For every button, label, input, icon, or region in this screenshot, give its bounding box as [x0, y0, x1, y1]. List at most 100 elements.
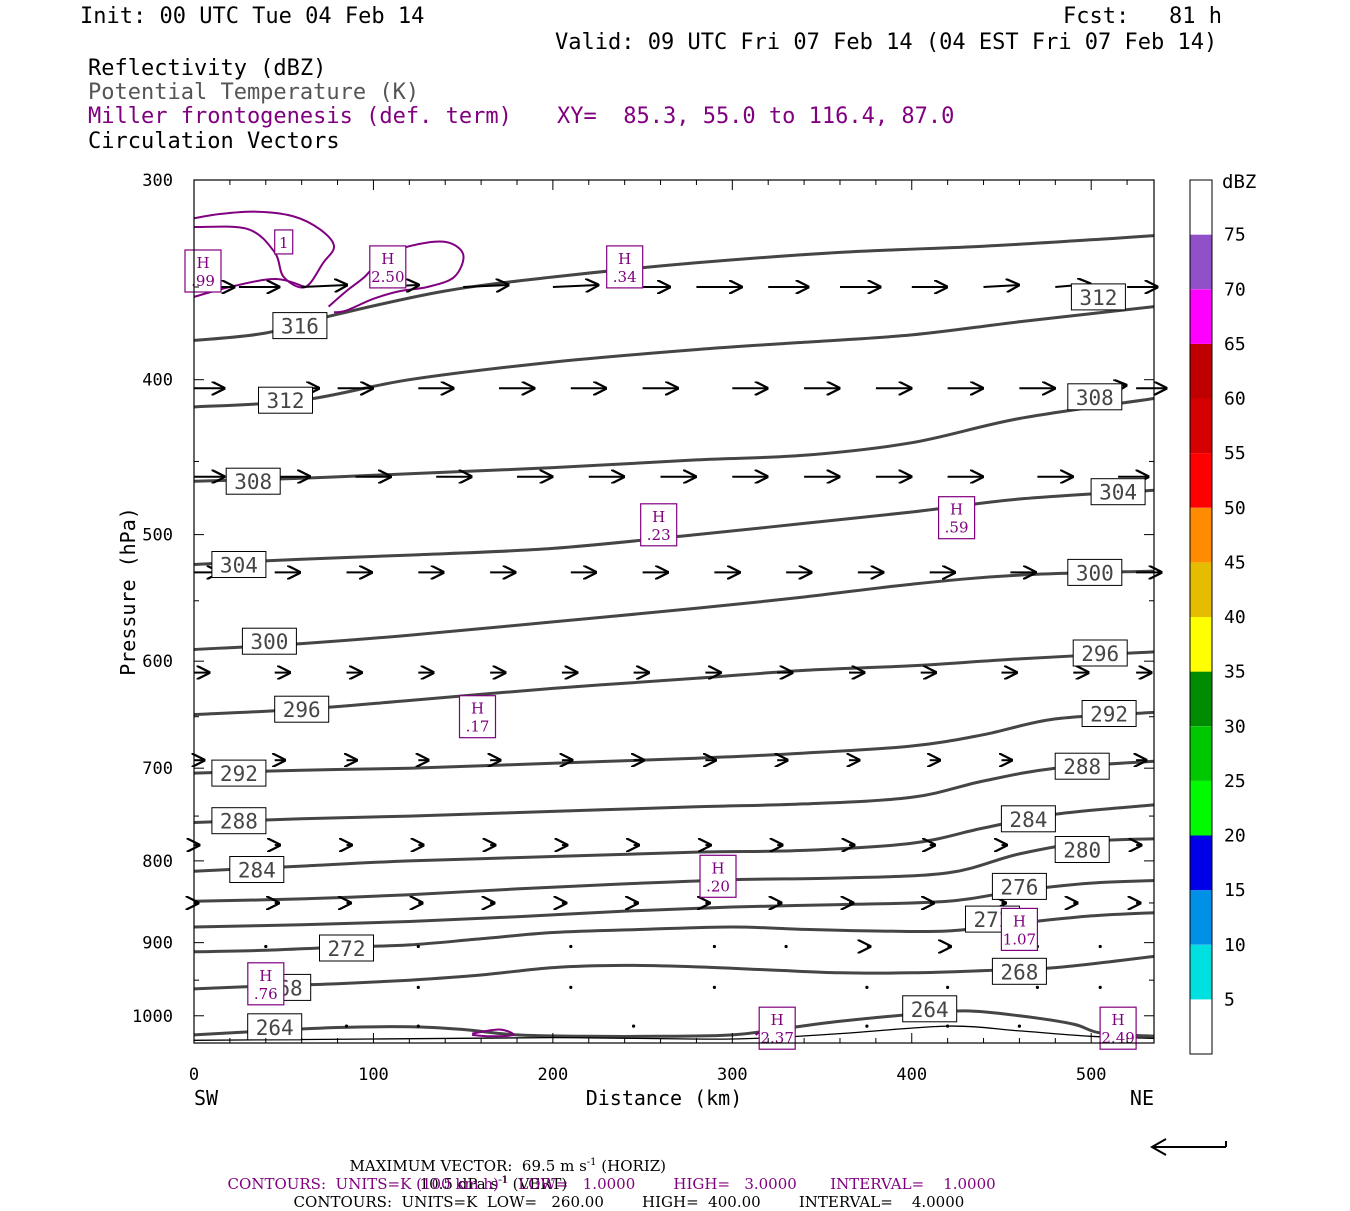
vector-dot — [264, 944, 268, 949]
colorbar-label: 40 — [1224, 607, 1246, 628]
colorbar-label: 65 — [1224, 334, 1246, 355]
theta-label-280: 280 — [1054, 836, 1110, 863]
theta-label-264: 264 — [902, 995, 958, 1023]
svg-text:304: 304 — [220, 554, 258, 578]
theta-label-284: 284 — [229, 856, 285, 883]
svg-text:.20: .20 — [706, 877, 730, 895]
y-tick-label: 1000 — [132, 1007, 173, 1027]
svg-text:292: 292 — [1090, 703, 1128, 727]
theta-label-296: 296 — [274, 695, 330, 723]
theta-label-268: 268 — [991, 957, 1047, 985]
y-tick-label: 900 — [142, 934, 173, 954]
sw-label: SW — [194, 1086, 219, 1110]
frontogenesis-contour-0 — [193, 210, 336, 289]
svg-text:284: 284 — [1009, 808, 1047, 832]
y-tick-label: 300 — [142, 171, 173, 191]
x-tick-label: 400 — [896, 1065, 927, 1085]
frontogenesis-max-7: H1.07 — [1000, 907, 1039, 952]
theta-contour-288 — [193, 759, 1155, 824]
svg-text:296: 296 — [283, 698, 321, 722]
x-tick-label: 300 — [717, 1065, 748, 1085]
y-axis-title: Pressure (hPa) — [116, 507, 140, 676]
svg-text:288: 288 — [220, 810, 258, 834]
frontogenesis-max-6: H.20 — [699, 854, 737, 898]
vector-dot — [569, 985, 573, 990]
vector-dot — [632, 1024, 636, 1028]
x-tick-label: 100 — [358, 1065, 389, 1085]
field-potential-temperature: Potential Temperature (K) — [88, 80, 420, 105]
svg-text:H: H — [1112, 1011, 1125, 1029]
svg-text:.17: .17 — [466, 718, 490, 736]
svg-text:.76: .76 — [254, 985, 278, 1003]
footer-frontogenesis-contours: CONTOURS: UNITS=K (100 km h)-1 LOW= 1.00… — [227, 1175, 996, 1193]
frontogenesis-max-0: H.99 — [184, 249, 222, 293]
svg-text:.34: .34 — [613, 268, 637, 286]
svg-text:H: H — [711, 859, 724, 877]
colorbar-label: 50 — [1224, 498, 1246, 519]
svg-text:284: 284 — [238, 859, 276, 883]
theta-contour-264 — [193, 1009, 1155, 1038]
field-frontogenesis: Miller frontogenesis (def. term) — [88, 104, 512, 129]
colorbar-swatch — [1190, 398, 1212, 454]
svg-text:312: 312 — [1079, 286, 1117, 310]
frontogenesis-max-5: H.17 — [458, 695, 497, 739]
svg-text:296: 296 — [1081, 642, 1119, 666]
vector-dot — [865, 985, 869, 990]
x-tick-label: 500 — [1076, 1065, 1107, 1085]
svg-text:308: 308 — [1076, 386, 1114, 410]
vector-dot — [416, 1024, 420, 1028]
theta-label-304: 304 — [211, 551, 267, 578]
circulation-vector — [552, 285, 598, 287]
svg-text:1: 1 — [279, 234, 289, 252]
ne-label: NE — [1130, 1086, 1154, 1110]
circulation-vector — [463, 285, 508, 287]
theta-label-284: 284 — [1000, 805, 1056, 833]
svg-text:H: H — [196, 254, 209, 272]
theta-contour-312 — [193, 305, 1155, 409]
theta-label-304: 304 — [1090, 478, 1146, 506]
colorbar: 5 10 15 20 25 30 35 40 45 50 55 60 65 70 75 dBZ — [1189, 171, 1256, 1055]
colorbar-label: 20 — [1224, 826, 1246, 847]
x-axis-title: Distance (km) — [586, 1086, 743, 1110]
colorbar-swatch — [1190, 890, 1212, 945]
frontogenesis-contour-1 — [327, 240, 465, 314]
colorbar-swatch — [1190, 671, 1212, 727]
theta-contour-308 — [193, 397, 1155, 483]
theta-contour-300 — [193, 569, 1155, 651]
svg-text:268: 268 — [1000, 960, 1038, 984]
svg-text:.23: .23 — [647, 526, 671, 544]
theta-label-312: 312 — [1070, 283, 1126, 311]
svg-text:264: 264 — [911, 998, 949, 1022]
theta-contour-268 — [193, 954, 1155, 991]
svg-text:2.50: 2.50 — [371, 268, 404, 286]
vector-dot — [416, 985, 420, 990]
field-reflectivity: Reflectivity (dBZ) — [88, 56, 327, 81]
frontogenesis-max-3: H.23 — [640, 503, 678, 547]
colorbar-swatch — [1190, 453, 1212, 508]
frontogenesis-max-4: H.59 — [937, 496, 976, 540]
colorbar-swatch — [1190, 726, 1212, 781]
vector-dot — [1017, 1024, 1022, 1028]
svg-text:.59: .59 — [945, 519, 969, 537]
svg-text:300: 300 — [1076, 561, 1114, 585]
plot-frame: 0 100 200 300 400 500 300 400 500 600 700 800 900 100… — [116, 171, 1155, 1110]
theta-label-272: 272 — [319, 934, 374, 962]
cross-section-endpoints: XY= 85.3, 55.0 to 116.4, 87.0 — [557, 104, 955, 129]
colorbar-swatch — [1190, 780, 1212, 836]
vector-dot — [1098, 944, 1102, 949]
colorbar-label: 70 — [1224, 279, 1246, 300]
colorbar-swatch — [1190, 999, 1212, 1054]
svg-text:292: 292 — [220, 762, 258, 786]
field-circulation-vectors: Circulation Vectors — [88, 129, 340, 154]
colorbar-swatch — [1190, 617, 1212, 672]
vector-dot — [712, 944, 717, 949]
colorbar-swatch — [1190, 835, 1212, 891]
theta-label-312: 312 — [258, 386, 313, 414]
theta-label-296: 296 — [1072, 639, 1128, 667]
frontogenesis-contour-3 — [471, 1028, 515, 1038]
valid-time: Valid: 09 UTC Fri 07 Feb 14 (04 EST Fri … — [555, 30, 1218, 55]
colorbar-title: dBZ — [1222, 171, 1256, 193]
y-tick-label: 700 — [142, 759, 173, 779]
svg-text:H: H — [950, 501, 963, 519]
